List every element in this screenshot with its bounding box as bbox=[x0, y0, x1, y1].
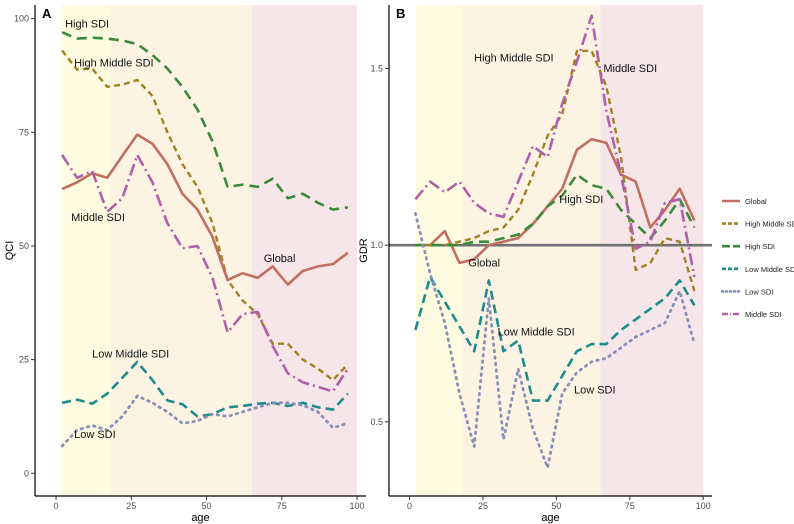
legend: Global High Middle SDI High SDI Low Middle … bbox=[720, 197, 794, 319]
panel-a-annotation-low-middle-sdi: Low Middle SDI bbox=[92, 348, 169, 360]
panel-b-annotation-global: Global bbox=[468, 257, 500, 269]
panel-b-annotation-low-middle-sdi: Low Middle SDI bbox=[498, 326, 575, 338]
panel-a-y-tick-label: 50 bbox=[19, 241, 29, 251]
panel-a-series-middle-sdi bbox=[61, 153, 349, 393]
panel-a-age-band-1 bbox=[62, 5, 111, 496]
panel-a-x-tick-label: 50 bbox=[202, 501, 212, 511]
panel-a-annotation-high-sdi: High SDI bbox=[65, 19, 109, 31]
panel-a-series-low-sdi bbox=[60, 394, 350, 448]
panel-b-x-tick-label: 100 bbox=[696, 501, 711, 511]
panel-a-annotation-high-middle-sdi: High Middle SDI bbox=[74, 57, 153, 69]
panel-a-annotation-global: Global bbox=[264, 253, 296, 265]
panel-b-y-tick-label: 1.0 bbox=[370, 240, 383, 250]
panel-b-y-tick-label: 1.5 bbox=[370, 64, 383, 74]
panel-b-x-tick-label: 50 bbox=[551, 501, 561, 511]
panel-a-series-high-sdi bbox=[61, 31, 349, 211]
panel-b-series-middle-sdi bbox=[414, 14, 696, 278]
panel-b-annotation-middle-sdi: Middle SDI bbox=[603, 63, 657, 75]
panel-a-x-tick-label: 25 bbox=[126, 501, 136, 511]
panel-a-annotation-middle-sdi: Middle SDI bbox=[71, 212, 125, 224]
legend-label-low-middle-sdi: Low Middle SDI bbox=[745, 265, 794, 274]
panel-a-age-band-3 bbox=[251, 5, 357, 496]
panel-a-y-tick-label: 0 bbox=[24, 468, 29, 478]
panel-b-x-tick-label: 75 bbox=[625, 501, 635, 511]
panel-b-series-low-sdi bbox=[414, 212, 696, 470]
legend-label-global: Global bbox=[745, 197, 767, 206]
panel-a-y-tick-label: 75 bbox=[19, 127, 29, 137]
panel-a-x-tick-label: 100 bbox=[349, 501, 364, 511]
panel-b-panel-label: B bbox=[396, 6, 405, 21]
panel-b-annotation-low-sdi: Low SDI bbox=[574, 385, 616, 397]
panel-b-age-band-3 bbox=[600, 5, 704, 496]
panel-a-age-band-2 bbox=[110, 5, 252, 496]
panel-a-y-tick-label: 25 bbox=[19, 355, 29, 365]
panel-b-series-global bbox=[415, 137, 696, 265]
panel-b-y-tick-label: 0.5 bbox=[370, 417, 383, 427]
panel-b: 0 25 50 75 100 0.5 1.0 1.5 age GDR B High Middle SD… bbox=[358, 5, 712, 524]
panel-b-series-low-middle-sdi bbox=[414, 275, 696, 402]
panel-b-annotation-high-sdi: High SDI bbox=[559, 194, 603, 206]
legend-label-middle-sdi: Middle SDI bbox=[745, 310, 782, 319]
panel-a-y-axis-title: QCI bbox=[4, 241, 16, 261]
panel-a-x-axis-title: age bbox=[191, 512, 209, 524]
panel-a-x-tick-label: 75 bbox=[277, 501, 287, 511]
panel-a-x-tick-label: 0 bbox=[54, 501, 59, 511]
panel-a-series-global bbox=[61, 133, 349, 286]
panel-b-x-tick-label: 0 bbox=[407, 501, 412, 511]
legend-label-high-sdi: High SDI bbox=[745, 242, 775, 251]
panel-a-y-tick-label: 100 bbox=[14, 14, 29, 24]
panel-b-x-tick-label: 25 bbox=[478, 501, 488, 511]
panel-b-y-axis-title: GDR bbox=[358, 238, 370, 263]
panel-a-panel-label: A bbox=[42, 6, 52, 21]
panel-b-annotation-high-middle-sdi: High Middle SDI bbox=[474, 53, 553, 65]
panel-a-series-high-middle-sdi bbox=[61, 49, 349, 382]
legend-label-high-middle-sdi: High Middle SDI bbox=[745, 220, 794, 229]
panel-a-annotation-low-sdi: Low SDI bbox=[74, 429, 116, 441]
legend-label-low-sdi: Low SDI bbox=[745, 287, 773, 296]
panel-b-x-axis-title: age bbox=[541, 512, 559, 524]
panel-b-age-band-2 bbox=[462, 5, 601, 496]
panel-b-age-band-1 bbox=[415, 5, 463, 496]
panel-a: 0 25 50 75 100 0 25 50 75 100 age QCI A High SDI High … bbox=[4, 5, 366, 524]
